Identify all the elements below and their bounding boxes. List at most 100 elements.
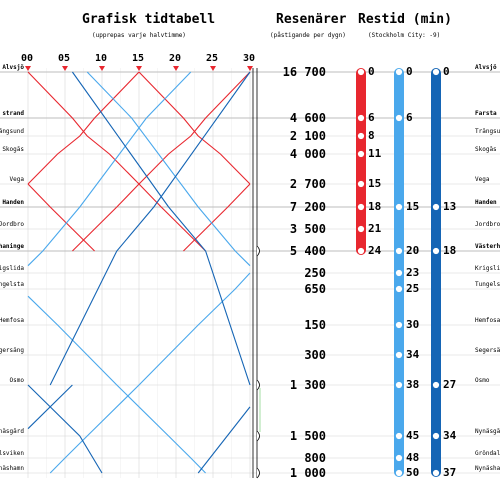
red-stop-dot xyxy=(357,180,365,188)
train-trip-line xyxy=(197,406,251,474)
station-name-right: Segersä xyxy=(475,347,500,354)
station-name-right: Nynäsha xyxy=(475,465,500,472)
station-name-left: Krigslida xyxy=(0,265,24,272)
station-name-right: Hemfosa xyxy=(475,317,500,324)
light-travel-time: 30 xyxy=(406,318,420,331)
station-name-left: haninge xyxy=(0,243,24,250)
dark-travel-time: 18 xyxy=(443,244,457,257)
station-name-right: Nynäsgå xyxy=(475,428,500,435)
light-stop-dot xyxy=(395,432,403,440)
traveltime-subtitle: (Stockholm City: -9) xyxy=(368,32,441,39)
dark-travel-time: 37 xyxy=(443,466,457,479)
time-tick-marker xyxy=(136,66,142,71)
train-trip-line xyxy=(27,384,73,430)
time-tick-label: 10 xyxy=(95,53,108,64)
station-name-left: Handen xyxy=(2,199,24,206)
light-travel-time: 50 xyxy=(406,466,420,479)
red-stop-dot xyxy=(357,225,365,233)
passenger-count: 16 700 xyxy=(282,65,326,79)
light-stop-dot xyxy=(395,381,403,389)
passenger-count: 2 100 xyxy=(289,129,326,143)
station-name-left: Hemfosa xyxy=(0,317,24,324)
time-tick-label: 30 xyxy=(243,53,256,64)
station-name-left: Älvsjö xyxy=(2,64,24,71)
dark-stop-dot xyxy=(432,469,440,477)
station-name-left: Skogås xyxy=(2,146,24,153)
station-name-right: Ösmo xyxy=(475,377,490,384)
train-trip-line xyxy=(27,384,103,474)
light-travel-time: 23 xyxy=(406,266,420,279)
station-name-left: Gröndalsviken xyxy=(0,450,24,457)
station-name-right: Jordbro xyxy=(475,221,500,228)
passenger-count: 150 xyxy=(304,318,326,332)
station-name-left: Nynäshamn xyxy=(0,465,24,472)
red-travel-time: 18 xyxy=(368,200,382,213)
dark-stop-dot xyxy=(432,68,440,76)
passenger-count: 5 400 xyxy=(289,244,326,258)
light-stop-dot xyxy=(395,285,403,293)
red-stop-dot xyxy=(357,150,365,158)
station-name-left: strand xyxy=(2,110,24,117)
dark-travel-time: 0 xyxy=(443,65,450,78)
dark-line-bar xyxy=(431,68,441,477)
red-travel-time: 11 xyxy=(368,147,382,160)
light-travel-time: 45 xyxy=(406,429,420,442)
station-name-left: Jordbro xyxy=(0,221,24,228)
passenger-count: 300 xyxy=(304,348,326,362)
station-name-left: Trångsund xyxy=(0,128,24,135)
time-tick-marker xyxy=(62,66,68,71)
passenger-count: 1 500 xyxy=(289,429,326,443)
station-name-left: Vega xyxy=(9,176,24,183)
passing-loop xyxy=(256,245,260,257)
station-name-left: Nynäsgård xyxy=(0,428,24,435)
train-trip-line xyxy=(27,71,206,252)
station-name-right: Handen xyxy=(475,199,497,206)
light-travel-time: 20 xyxy=(406,244,420,257)
train-trip-line xyxy=(71,71,251,386)
time-tick-marker xyxy=(99,66,105,71)
dark-travel-time: 13 xyxy=(443,200,457,213)
red-stop-dot xyxy=(357,68,365,76)
dark-travel-time: 34 xyxy=(443,429,457,442)
light-travel-time: 25 xyxy=(406,282,420,295)
red-stop-dot xyxy=(357,114,365,122)
station-name-right: Skogås xyxy=(475,146,497,153)
station-name-left: Tungelsta xyxy=(0,281,24,288)
station-name-right: Västerh xyxy=(475,243,500,250)
red-travel-time: 6 xyxy=(368,111,375,124)
passengers-title: Resenärer xyxy=(276,12,347,27)
light-stop-dot xyxy=(395,203,403,211)
passenger-count: 7 200 xyxy=(289,200,326,214)
passing-loop xyxy=(256,467,260,479)
light-stop-dot xyxy=(395,469,403,477)
station-name-right: Krigsli xyxy=(475,265,500,272)
passenger-count: 4 000 xyxy=(289,147,326,161)
time-tick-label: 20 xyxy=(169,53,182,64)
red-stop-dot xyxy=(357,132,365,140)
passing-loop xyxy=(256,379,260,391)
train-trip-line xyxy=(49,272,251,474)
train-trip-line xyxy=(86,71,251,267)
train-trip-line xyxy=(27,183,95,252)
dark-stop-dot xyxy=(432,432,440,440)
station-name-left: Ösmo xyxy=(9,377,24,384)
dark-stop-dot xyxy=(432,247,440,255)
light-travel-time: 15 xyxy=(406,200,420,213)
dark-stop-dot xyxy=(432,203,440,211)
station-name-right: Älvsjö xyxy=(475,64,497,71)
train-trip-line xyxy=(27,71,192,267)
passenger-count: 800 xyxy=(304,451,326,465)
light-stop-dot xyxy=(395,114,403,122)
light-travel-time: 0 xyxy=(406,65,413,78)
train-trip-line xyxy=(72,71,251,252)
traveltime-title: Restid (min) xyxy=(358,12,452,27)
station-name-right: Farsta xyxy=(475,110,497,117)
passenger-count: 4 600 xyxy=(289,111,326,125)
passenger-count: 650 xyxy=(304,282,326,296)
light-stop-dot xyxy=(395,269,403,277)
train-trip-line xyxy=(27,71,140,185)
light-travel-time: 6 xyxy=(406,111,413,124)
train-trip-line xyxy=(138,71,251,185)
train-trip-line xyxy=(183,183,251,252)
